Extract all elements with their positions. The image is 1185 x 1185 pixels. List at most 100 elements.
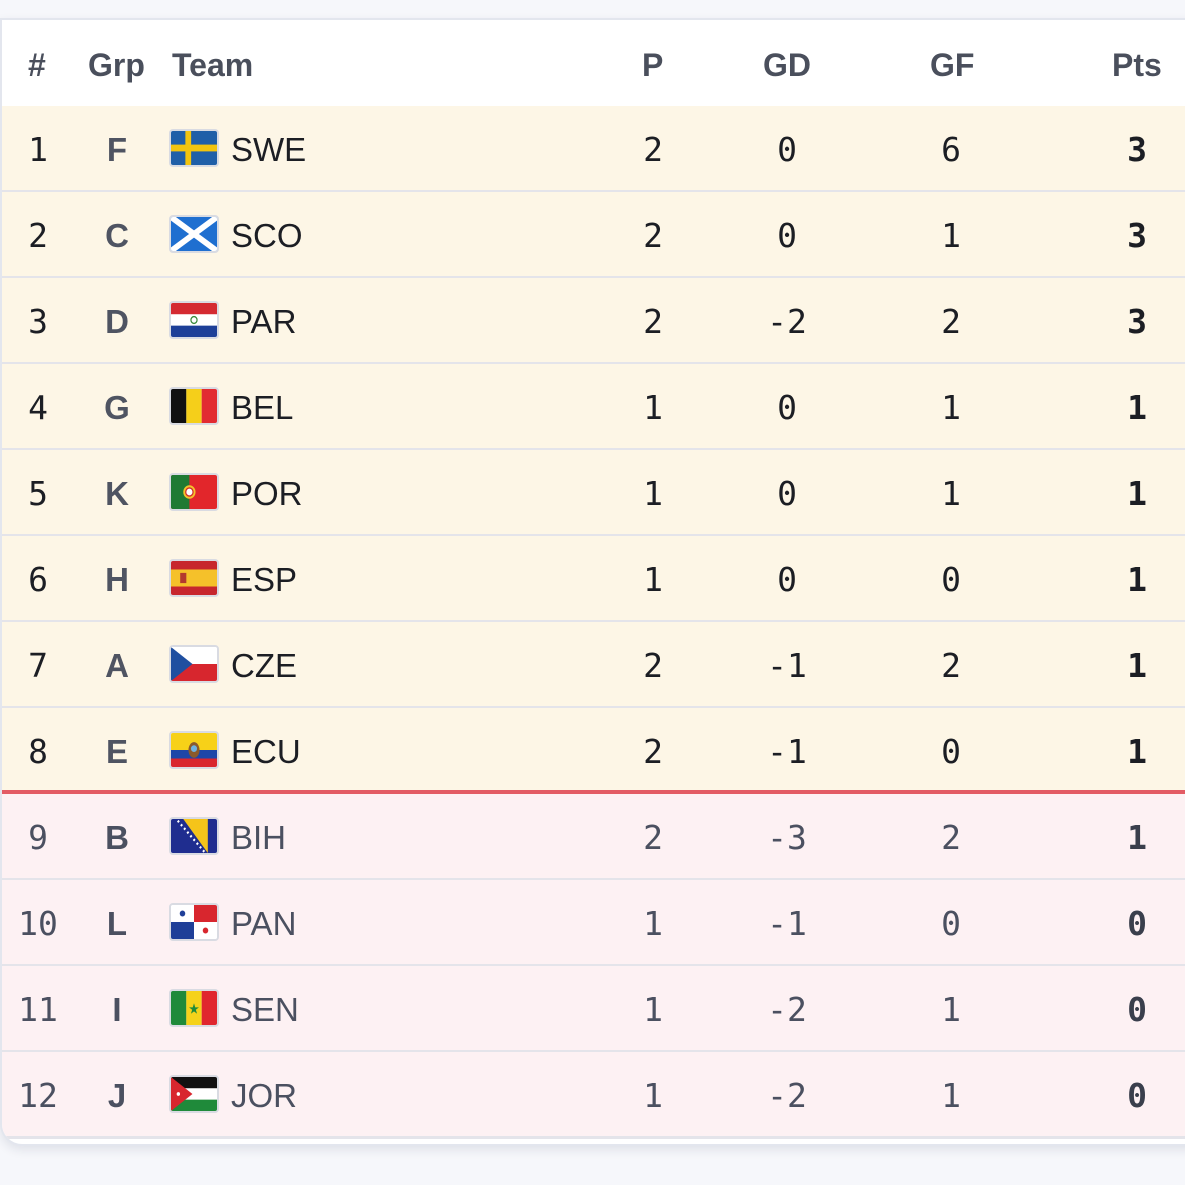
goals-for-cell: 1 xyxy=(941,474,961,513)
goals-for-cell: 0 xyxy=(941,560,961,599)
column-header-played[interactable]: P xyxy=(642,47,664,83)
goal-difference-cell: -3 xyxy=(767,818,807,857)
table-row[interactable]: 1 F SWE 2 0 6 3 xyxy=(2,106,1185,193)
played-cell: 2 xyxy=(643,732,663,771)
goal-difference-cell: -2 xyxy=(767,302,807,341)
rank-cell: 4 xyxy=(28,388,48,427)
goal-difference-cell: -1 xyxy=(767,904,807,943)
table-row[interactable]: 5 K POR 1 0 1 1 xyxy=(2,450,1185,537)
belgium-flag-icon xyxy=(169,387,219,425)
table-header: # Grp Team P GD GF Pts xyxy=(2,20,1185,109)
group-cell: A xyxy=(105,647,129,684)
goal-difference-cell: 0 xyxy=(777,474,797,513)
jordan-flag-icon xyxy=(169,1075,219,1113)
goals-for-cell: 0 xyxy=(941,732,961,771)
team-name: SCO xyxy=(231,217,303,254)
team-name: SEN xyxy=(231,991,299,1028)
rank-cell: 10 xyxy=(18,904,58,943)
group-cell: K xyxy=(105,475,129,512)
czechia-flag-icon xyxy=(169,645,219,683)
rank-cell: 8 xyxy=(28,732,48,771)
group-cell: H xyxy=(105,561,129,598)
goals-for-cell: 6 xyxy=(941,130,961,169)
column-header-pts[interactable]: Pts xyxy=(1112,47,1162,83)
played-cell: 2 xyxy=(643,302,663,341)
spain-flag-icon xyxy=(169,559,219,597)
rank-cell: 7 xyxy=(28,646,48,685)
team-name: SWE xyxy=(231,131,307,168)
team-name: ESP xyxy=(231,561,298,598)
points-cell: 1 xyxy=(1127,732,1147,771)
goals-for-cell: 2 xyxy=(941,646,961,685)
scotland-flag-icon xyxy=(169,215,219,253)
ecuador-flag-icon xyxy=(169,731,219,769)
paraguay-flag-icon xyxy=(169,301,219,339)
bosnia-flag-icon xyxy=(169,817,219,855)
team-name: PAR xyxy=(231,303,297,340)
team-name: BIH xyxy=(231,819,287,856)
points-cell: 1 xyxy=(1127,388,1147,427)
rank-cell: 6 xyxy=(28,560,48,599)
group-cell: G xyxy=(104,389,130,426)
table-row[interactable]: 7 A CZE 2 -1 2 1 xyxy=(2,622,1185,709)
points-cell: 3 xyxy=(1127,216,1147,255)
goals-for-cell: 1 xyxy=(941,216,961,255)
goal-difference-cell: 0 xyxy=(777,560,797,599)
group-cell: I xyxy=(112,991,122,1028)
column-header-gf[interactable]: GF xyxy=(930,47,975,83)
column-header-rank[interactable]: # xyxy=(28,47,46,83)
played-cell: 1 xyxy=(643,904,663,943)
goal-difference-cell: -1 xyxy=(767,646,807,685)
rank-cell: 2 xyxy=(28,216,48,255)
goals-for-cell: 0 xyxy=(941,904,961,943)
played-cell: 1 xyxy=(643,474,663,513)
rank-cell: 1 xyxy=(28,130,48,169)
rank-cell: 11 xyxy=(18,990,58,1029)
column-header-group[interactable]: Grp xyxy=(88,47,145,83)
goal-difference-cell: 0 xyxy=(777,388,797,427)
points-cell: 1 xyxy=(1127,646,1147,685)
column-header-gd[interactable]: GD xyxy=(763,47,811,83)
played-cell: 2 xyxy=(643,216,663,255)
table-row[interactable]: 3 D PAR 2 -2 2 3 xyxy=(2,278,1185,365)
goals-for-cell: 1 xyxy=(941,990,961,1029)
column-header-team[interactable]: Team xyxy=(172,47,254,83)
table-row[interactable]: 2 C SCO 2 0 1 3 xyxy=(2,192,1185,279)
goals-for-cell: 1 xyxy=(941,1076,961,1115)
goals-for-cell: 1 xyxy=(941,388,961,427)
rank-cell: 9 xyxy=(28,818,48,857)
goal-difference-cell: 0 xyxy=(777,216,797,255)
points-cell: 1 xyxy=(1127,818,1147,857)
rank-cell: 5 xyxy=(28,474,48,513)
points-cell: 3 xyxy=(1127,130,1147,169)
played-cell: 1 xyxy=(643,560,663,599)
table-row[interactable]: 10 L PAN 1 -1 0 0 xyxy=(2,880,1185,967)
portugal-flag-icon xyxy=(169,473,219,511)
table-row[interactable]: 12 J JOR 1 -2 1 0 xyxy=(2,1052,1185,1139)
played-cell: 2 xyxy=(643,818,663,857)
rank-cell: 12 xyxy=(18,1076,58,1115)
played-cell: 2 xyxy=(643,130,663,169)
group-cell: B xyxy=(105,819,129,856)
table-row[interactable]: 6 H ESP 1 0 0 1 xyxy=(2,536,1185,623)
group-cell: L xyxy=(106,905,128,942)
group-cell: D xyxy=(105,303,129,340)
points-cell: 3 xyxy=(1127,302,1147,341)
table-row[interactable]: 4 G BEL 1 0 1 1 xyxy=(2,364,1185,451)
sweden-flag-icon xyxy=(169,129,219,167)
team-name: POR xyxy=(231,475,303,512)
team-name: CZE xyxy=(231,647,297,684)
senegal-flag-icon xyxy=(169,989,219,1027)
goal-difference-cell: -1 xyxy=(767,732,807,771)
team-name: ECU xyxy=(231,733,301,770)
table-row[interactable]: 8 E ECU 2 -1 0 1 xyxy=(2,708,1185,795)
group-cell: C xyxy=(105,217,129,254)
team-name: JOR xyxy=(231,1077,297,1114)
team-name: PAN xyxy=(231,905,297,942)
points-cell: 0 xyxy=(1127,990,1147,1029)
table-row[interactable]: 9 B BIH 2 -3 2 1 xyxy=(2,794,1185,881)
table-row[interactable]: 11 I SEN 1 -2 1 0 xyxy=(2,966,1185,1053)
goals-for-cell: 2 xyxy=(941,818,961,857)
played-cell: 1 xyxy=(643,1076,663,1115)
goal-difference-cell: -2 xyxy=(767,990,807,1029)
